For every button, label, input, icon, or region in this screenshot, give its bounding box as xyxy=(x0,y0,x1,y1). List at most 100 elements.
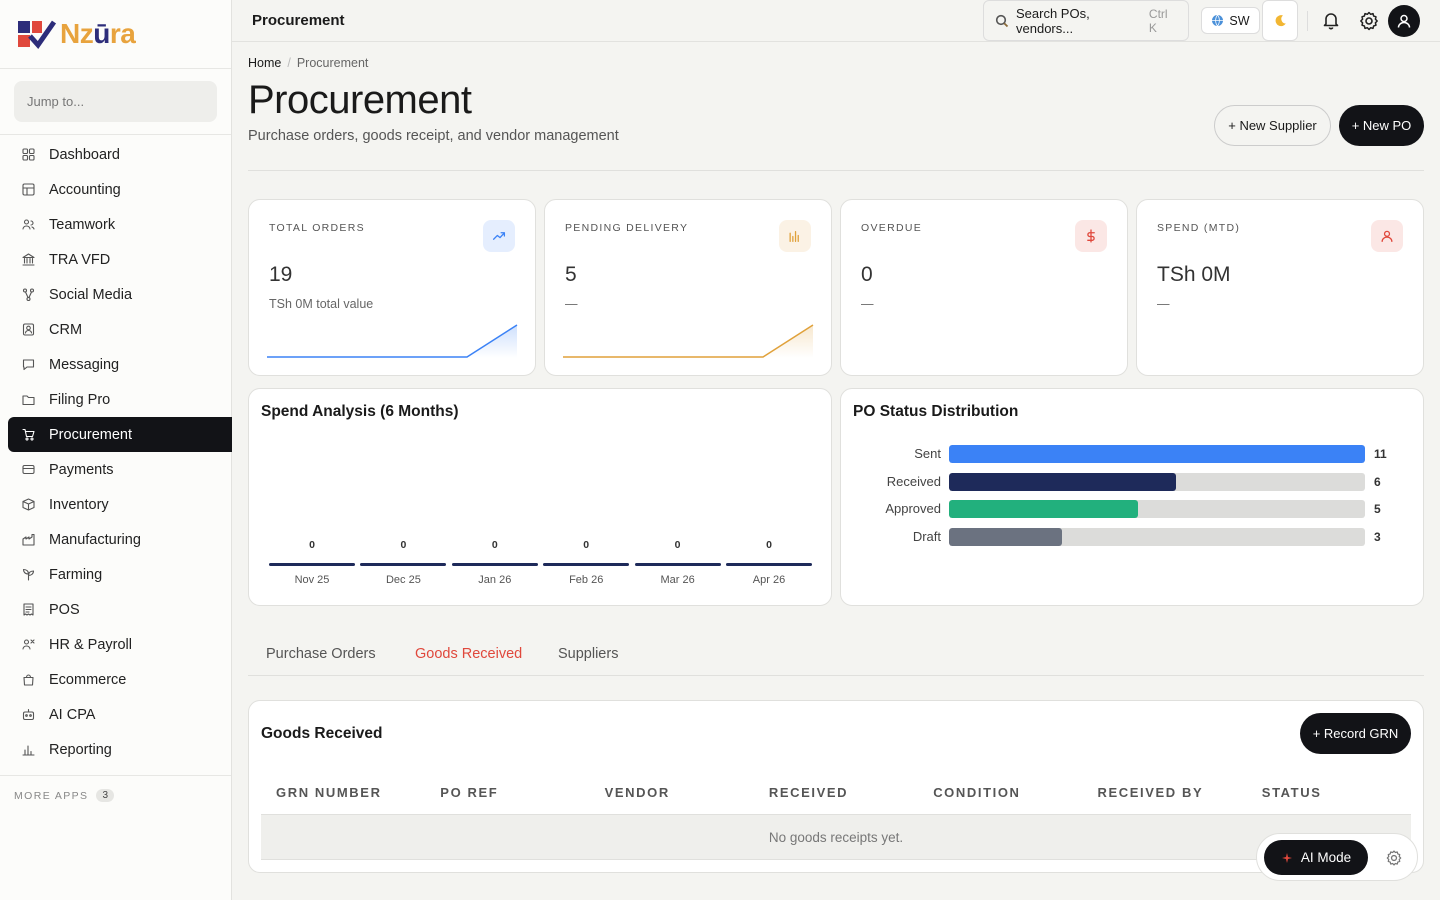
page-title: Procurement xyxy=(248,78,472,122)
user-icon xyxy=(1396,13,1412,29)
folder-icon xyxy=(22,393,35,406)
bar-fill xyxy=(949,527,1063,546)
status-label: Sent xyxy=(914,446,941,461)
kpi-card-overdue: OVERDUE 0 — xyxy=(840,199,1128,376)
spend-bar-2: 0 Jan 26 xyxy=(451,539,538,586)
bag-icon xyxy=(22,673,35,686)
user-avatar[interactable] xyxy=(1388,5,1420,37)
sidebar-item-hr-payroll[interactable]: HR & Payroll xyxy=(8,627,232,662)
users-icon xyxy=(22,218,35,231)
bar-fill xyxy=(949,472,1176,491)
sidebar-item-label: Dashboard xyxy=(49,146,120,163)
box-icon xyxy=(22,498,35,511)
column-header-po-ref[interactable]: PO REF xyxy=(440,785,499,800)
sidebar-item-label: Ecommerce xyxy=(49,671,127,688)
bar-track xyxy=(949,472,1365,491)
brand-wordmark: Nzūra xyxy=(60,18,136,49)
sparkline xyxy=(563,322,815,362)
po-status-card: PO Status Distribution Sent 11 Received 6 Ap… xyxy=(840,388,1424,606)
sidebar-item-payments[interactable]: Payments xyxy=(8,452,232,487)
top-bar-title: Procurement xyxy=(252,12,345,29)
record-grn-button[interactable]: + Record GRN xyxy=(1300,713,1411,754)
sidebar-item-teamwork[interactable]: Teamwork xyxy=(8,207,232,242)
spend-bar-4: 0 Mar 26 xyxy=(634,539,721,586)
breadcrumb-home[interactable]: Home xyxy=(248,56,282,70)
kpi-card-total-orders: TOTAL ORDERS 19 TSh 0M total value xyxy=(248,199,536,376)
theme-toggle[interactable] xyxy=(1262,0,1298,41)
column-header-grn-number[interactable]: GRN NUMBER xyxy=(276,785,382,800)
language-switcher[interactable]: SW xyxy=(1201,7,1260,34)
sidebar-item-ai-cpa[interactable]: AI CPA xyxy=(8,697,232,732)
x-tick-label: Dec 25 xyxy=(385,574,421,586)
bar-value-label: 5 xyxy=(1374,502,1381,516)
kpi-subtext: — xyxy=(565,297,578,311)
kpi-card-pending-delivery: PENDING DELIVERY 5 — xyxy=(544,199,832,376)
sidebar-item-procurement[interactable]: Procurement xyxy=(8,417,232,452)
sidebar-item-reporting[interactable]: Reporting xyxy=(8,732,232,767)
sidebar-item-crm[interactable]: CRM xyxy=(8,312,232,347)
jump-to-input[interactable]: Jump to... xyxy=(14,81,217,122)
column-header-condition[interactable]: CONDITION xyxy=(933,785,1021,800)
tab-purchase-orders[interactable]: Purchase Orders xyxy=(266,646,376,662)
kpi-value: 5 xyxy=(565,263,577,286)
column-header-status[interactable]: STATUS xyxy=(1261,785,1322,800)
breadcrumb-current: Procurement xyxy=(296,56,369,70)
status-label: Approved xyxy=(885,501,941,516)
more-apps-toggle[interactable]: MORE APPS 3 xyxy=(14,789,115,802)
sidebar-item-label: POS xyxy=(49,601,80,618)
bar-value-label: 0 xyxy=(674,539,681,551)
bar-value-label: 6 xyxy=(1374,474,1381,489)
sidebar-item-filing-pro[interactable]: Filing Pro xyxy=(8,382,232,417)
divider xyxy=(1307,11,1308,31)
sidebar-item-farming[interactable]: Farming xyxy=(8,557,232,592)
share-icon xyxy=(22,288,35,301)
spend-bar-1: 0 Dec 25 xyxy=(360,539,447,586)
gear-icon[interactable] xyxy=(1358,10,1380,32)
sidebar-item-messaging[interactable]: Messaging xyxy=(8,347,232,382)
bar xyxy=(451,563,538,566)
sidebar-item-dashboard[interactable]: Dashboard xyxy=(8,137,232,172)
bar-value-label: 0 xyxy=(400,539,407,551)
tab-bar: Purchase Orders Goods Received Suppliers xyxy=(248,641,1424,676)
bar-track xyxy=(949,445,1365,463)
kpi-subtext: — xyxy=(861,297,874,311)
column-header-received-by[interactable]: RECEIVED BY xyxy=(1097,785,1204,800)
search-shortcut: Ctrl K xyxy=(1148,6,1168,35)
new-supplier-button[interactable]: + New Supplier xyxy=(1214,105,1331,146)
brand-logo[interactable]: Nzūra xyxy=(16,18,136,50)
bar-value-label: 0 xyxy=(766,539,772,551)
goods-received-title: Goods Received xyxy=(261,725,383,742)
sidebar-item-tra-vfd[interactable]: TRA VFD xyxy=(8,242,232,277)
sidebar-item-manufacturing[interactable]: Manufacturing xyxy=(8,522,232,557)
top-bar: Procurement Search POs, vendors... Ctrl … xyxy=(232,0,1440,42)
column-header-received[interactable]: RECEIVED xyxy=(768,785,849,800)
column-header-vendor[interactable]: VENDOR xyxy=(604,785,670,800)
bell-icon[interactable] xyxy=(1321,10,1341,30)
sidebar-item-social-media[interactable]: Social Media xyxy=(8,277,232,312)
tab-suppliers[interactable]: Suppliers xyxy=(558,646,619,662)
sidebar-item-ecommerce[interactable]: Ecommerce xyxy=(8,662,232,697)
sidebar-item-accounting[interactable]: Accounting xyxy=(8,172,232,207)
sidebar-item-pos[interactable]: POS xyxy=(8,592,232,627)
more-apps-count: 3 xyxy=(96,789,115,802)
kpi-label: OVERDUE xyxy=(861,222,923,234)
x-tick-label: Apr 26 xyxy=(752,574,786,586)
ai-mode-button[interactable]: AI Mode xyxy=(1264,840,1368,875)
sidebar-item-label: Reporting xyxy=(49,741,112,758)
breadcrumb: Home / Procurement xyxy=(248,56,368,70)
kpi-subtext: TSh 0M total value xyxy=(269,297,374,311)
user-x-icon xyxy=(22,638,35,651)
global-search[interactable]: Search POs, vendors... Ctrl K xyxy=(983,0,1189,41)
new-po-button[interactable]: + New PO xyxy=(1339,105,1424,146)
status-bar-received: Received 6 xyxy=(841,472,1401,491)
sidebar-item-label: Social Media xyxy=(49,286,133,303)
bar-track xyxy=(949,500,1365,518)
sidebar-item-label: Farming xyxy=(49,566,103,583)
moon-icon xyxy=(1274,14,1287,27)
breadcrumb-separator: / xyxy=(287,56,291,70)
sidebar-item-inventory[interactable]: Inventory xyxy=(8,487,232,522)
tab-goods-received[interactable]: Goods Received xyxy=(415,646,523,662)
search-placeholder: Search POs, vendors... xyxy=(1016,5,1090,36)
status-bar-sent: Sent 11 xyxy=(841,445,1401,463)
ai-settings-gear-icon[interactable] xyxy=(1385,849,1403,867)
